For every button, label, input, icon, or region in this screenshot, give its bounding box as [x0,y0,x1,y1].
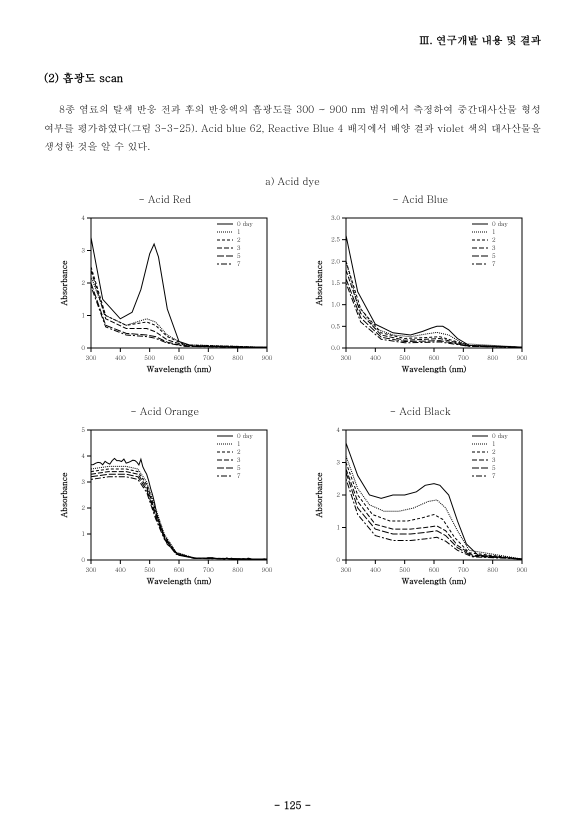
legend-label: 7 [492,471,496,480]
chart-cell: - Acid Orange 300 400 500 600 700 800 900 0 1 2 3 4 5… [44,404,286,590]
x-tick-label: 900 [517,353,528,362]
x-tick-label: 300 [85,353,96,362]
x-axis-label: Wavelength (nm) [401,364,467,375]
chart-cell: - Acid Red 300 400 500 600 700 800 900 0 1 2 3 4 Wave… [44,192,286,378]
chart-svg: 300 400 500 600 700 800 900 0 1 2 3 4 5 Wavelength (n… [55,422,275,590]
chart-title: - Acid Red [138,192,191,206]
y-axis-label: Absorbance [314,259,325,306]
x-axis-label: Wavelength (nm) [145,364,211,375]
x-tick-label: 300 [341,565,352,574]
chart-title: - Acid Blue [392,192,448,206]
y-tick-label: 1.0 [331,299,340,308]
x-tick-label: 400 [370,353,381,362]
x-tick-label: 600 [429,353,440,362]
y-axis-label: Absorbance [314,471,325,518]
x-tick-label: 800 [232,565,243,574]
y-axis-label: Absorbance [59,259,70,306]
legend-label: 7 [492,259,496,268]
y-tick-label: 3.0 [331,213,340,222]
body-paragraph: 8종 염료의 탈색 반응 전과 후의 반응액의 흡광도를 300 ~ 900 n… [44,100,541,156]
y-tick-label: 3 [337,457,341,466]
y-tick-label: 0 [81,343,85,352]
chart-svg: 300 400 500 600 700 800 900 0 1 2 3 4 Wavelength (nm… [55,210,275,378]
x-tick-label: 700 [458,353,469,362]
chart-cell: - Acid Black 300 400 500 600 700 800 900 0 1 2 3 4 Wa… [300,404,542,590]
x-tick-label: 600 [173,565,184,574]
page-number: - 125 - [0,798,585,812]
y-tick-label: 4 [81,213,85,222]
x-tick-label: 700 [458,565,469,574]
x-tick-label: 300 [341,353,352,362]
x-tick-label: 600 [429,565,440,574]
x-tick-label: 400 [115,565,126,574]
legend-label: 7 [237,259,241,268]
x-tick-label: 400 [370,565,381,574]
x-tick-label: 500 [144,565,155,574]
x-tick-label: 900 [517,565,528,574]
y-tick-label: 3 [81,477,85,486]
y-tick-label: 2 [337,490,341,499]
y-tick-label: 2.0 [331,256,340,265]
x-tick-label: 900 [261,565,272,574]
y-tick-label: 3 [81,245,85,254]
y-tick-label: 1 [81,310,85,319]
x-tick-label: 800 [488,353,499,362]
chart-svg: 300 400 500 600 700 800 900 0.0 0.5 1.0 1.5 2.0 2.5 3… [310,210,530,378]
x-tick-label: 500 [400,353,411,362]
chart-svg: 300 400 500 600 700 800 900 0 1 2 3 4 Wavelength (nm… [310,422,530,590]
section-title: (2) 흡광도 scan [44,71,541,86]
chart-cell: - Acid Blue 300 400 500 600 700 800 900 0.0 0.5 1.… [300,192,542,378]
x-tick-label: 500 [400,565,411,574]
y-tick-label: 1 [81,529,85,538]
x-tick-label: 600 [173,353,184,362]
figure-group-caption: a) Acid dye [44,174,541,188]
y-tick-label: 4 [81,451,85,460]
x-tick-label: 500 [144,353,155,362]
y-tick-label: 0 [337,555,341,564]
y-tick-label: 1 [337,522,341,531]
y-tick-label: 5 [81,425,85,434]
x-tick-label: 700 [203,565,214,574]
x-tick-label: 800 [488,565,499,574]
y-tick-label: 1.5 [331,278,340,287]
y-tick-label: 4 [337,425,341,434]
x-tick-label: 800 [232,353,243,362]
y-tick-label: 2.5 [331,234,340,243]
chart-title: - Acid Black [390,404,451,418]
x-tick-label: 700 [203,353,214,362]
y-tick-label: 0.0 [331,343,340,352]
y-tick-label: 2 [81,278,85,287]
chapter-header: Ⅲ. 연구개발 내용 및 결과 [44,32,541,47]
chart-grid: - Acid Red30040050060070080090001234Wave… [44,192,541,590]
chart-title: - Acid Orange [130,404,199,418]
x-tick-label: 900 [261,353,272,362]
y-axis-label: Absorbance [59,471,70,518]
x-tick-label: 400 [115,353,126,362]
x-tick-label: 300 [85,565,96,574]
legend-label: 7 [237,471,241,480]
y-tick-label: 0 [81,555,85,564]
x-axis-label: Wavelength (nm) [145,576,211,587]
y-tick-label: 2 [81,503,85,512]
y-tick-label: 0.5 [331,321,340,330]
x-axis-label: Wavelength (nm) [401,576,467,587]
